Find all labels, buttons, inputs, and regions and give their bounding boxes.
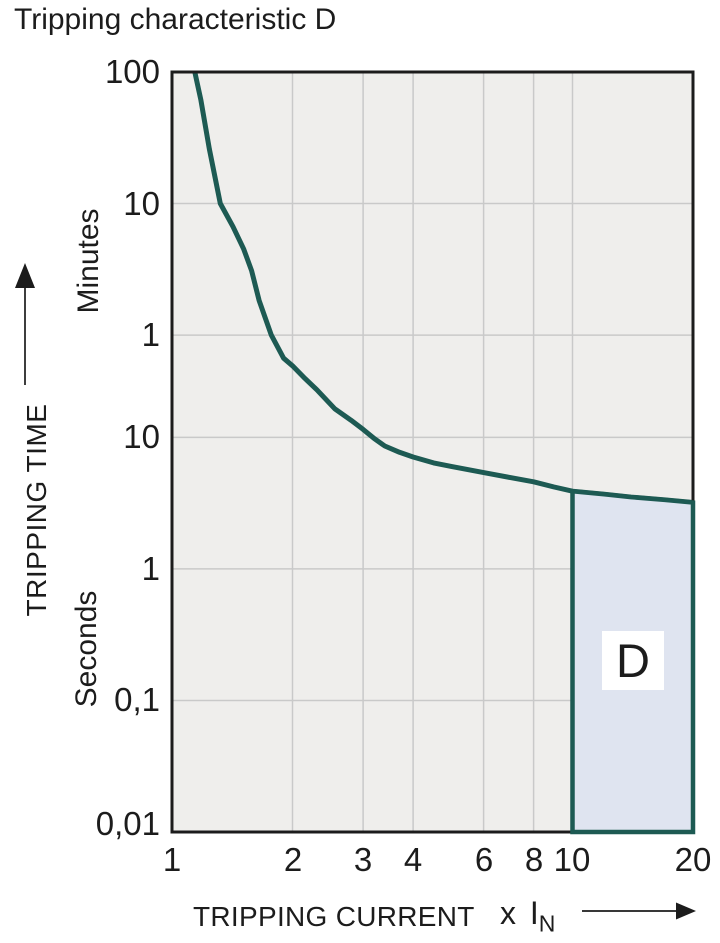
- y-axis-arrow-icon: [15, 263, 35, 385]
- y-tick-label: 10: [123, 418, 160, 455]
- y-unit-minutes: Minutes: [72, 208, 105, 314]
- x-tick-label: 20: [674, 841, 712, 878]
- x-tick-label: 4: [403, 841, 423, 878]
- x-axis-arrow-icon: [582, 902, 696, 920]
- x-tick-label: 10: [553, 841, 591, 878]
- x-axis-multiplier-text: x I: [500, 895, 539, 931]
- chart-title: Tripping characteristic D: [14, 3, 337, 36]
- y-tick-label: 100: [104, 53, 160, 90]
- y-axis-title: TRIPPING TIME: [21, 403, 52, 617]
- x-axis-multiplier: x IN: [500, 897, 555, 935]
- x-tick-label: 3: [353, 841, 373, 878]
- gridlines: [172, 72, 693, 832]
- y-tick-label: 0,01: [95, 805, 160, 842]
- y-tick-label: 0,1: [114, 681, 160, 718]
- x-tick-label: 6: [474, 841, 494, 878]
- x-axis-title: TRIPPING CURRENT: [193, 901, 475, 932]
- y-tick-label: 1: [141, 550, 160, 587]
- x-axis-multiplier-sub: N: [538, 910, 556, 937]
- plot-border: [170, 70, 695, 834]
- x-tick-label: 8: [524, 841, 544, 878]
- y-unit-seconds: Seconds: [70, 590, 103, 708]
- tripping-curve: [192, 71, 694, 505]
- x-tick-label: 1: [162, 841, 182, 878]
- y-tick-label: 10: [123, 185, 160, 222]
- y-tick-label: 1: [141, 316, 160, 353]
- x-tick-label: 2: [283, 841, 303, 878]
- region-label: D: [616, 634, 650, 687]
- region-label-box: D: [602, 631, 664, 690]
